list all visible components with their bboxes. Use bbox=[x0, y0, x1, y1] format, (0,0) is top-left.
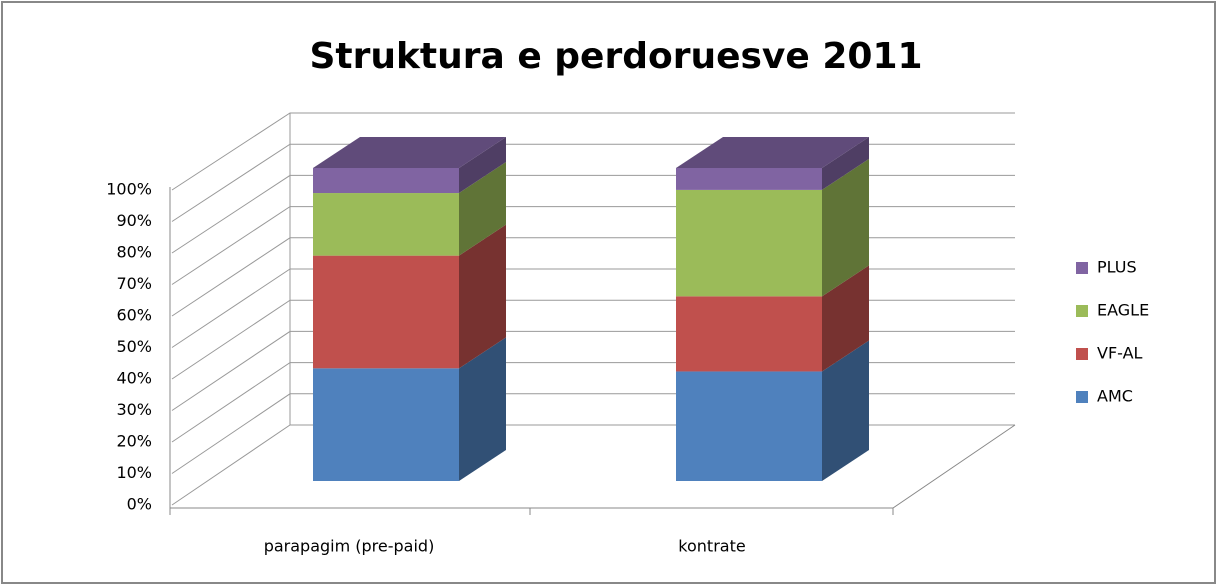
y-tick-label: 90% bbox=[116, 211, 152, 230]
y-tick-label: 60% bbox=[116, 306, 152, 325]
legend-swatch bbox=[1076, 348, 1088, 360]
bar-side bbox=[822, 340, 869, 481]
y-tick-label: 0% bbox=[127, 495, 152, 514]
bar-side bbox=[459, 337, 506, 481]
bar bbox=[676, 371, 822, 481]
y-tick-label: 50% bbox=[116, 337, 152, 356]
x-tick-label: parapagim (pre-paid) bbox=[264, 537, 435, 556]
bar bbox=[313, 168, 459, 194]
legend-swatch bbox=[1076, 305, 1088, 317]
y-tick-label: 20% bbox=[116, 432, 152, 451]
bar bbox=[676, 296, 822, 372]
x-tick-label: kontrate bbox=[678, 537, 745, 556]
y-tick-label: 70% bbox=[116, 274, 152, 293]
bar-side bbox=[822, 137, 869, 190]
chart-title: Struktura e perdoruesve 2011 bbox=[309, 36, 922, 77]
legend-label: AMC bbox=[1097, 387, 1133, 406]
bar-side bbox=[822, 265, 869, 372]
bar-top bbox=[313, 137, 506, 168]
y-tick-label: 100% bbox=[106, 180, 152, 199]
y-tick-label: 10% bbox=[116, 463, 152, 482]
bar-side bbox=[459, 162, 506, 256]
bar bbox=[313, 368, 459, 481]
bar-side bbox=[822, 158, 869, 297]
bar bbox=[676, 168, 822, 190]
bar bbox=[313, 193, 459, 256]
legend-label: VF-AL bbox=[1097, 344, 1143, 363]
legend-swatch bbox=[1076, 262, 1088, 274]
bar-top bbox=[676, 137, 869, 168]
y-tick-label: 80% bbox=[116, 243, 152, 262]
bar bbox=[676, 189, 822, 297]
legend-swatch bbox=[1076, 391, 1088, 403]
legend-label: EAGLE bbox=[1097, 301, 1149, 320]
y-tick-label: 30% bbox=[116, 400, 152, 419]
bar bbox=[313, 255, 459, 369]
bar-side bbox=[459, 224, 506, 369]
legend-label: PLUS bbox=[1097, 258, 1137, 277]
y-tick-label: 40% bbox=[116, 369, 152, 388]
bar-side bbox=[459, 137, 506, 194]
